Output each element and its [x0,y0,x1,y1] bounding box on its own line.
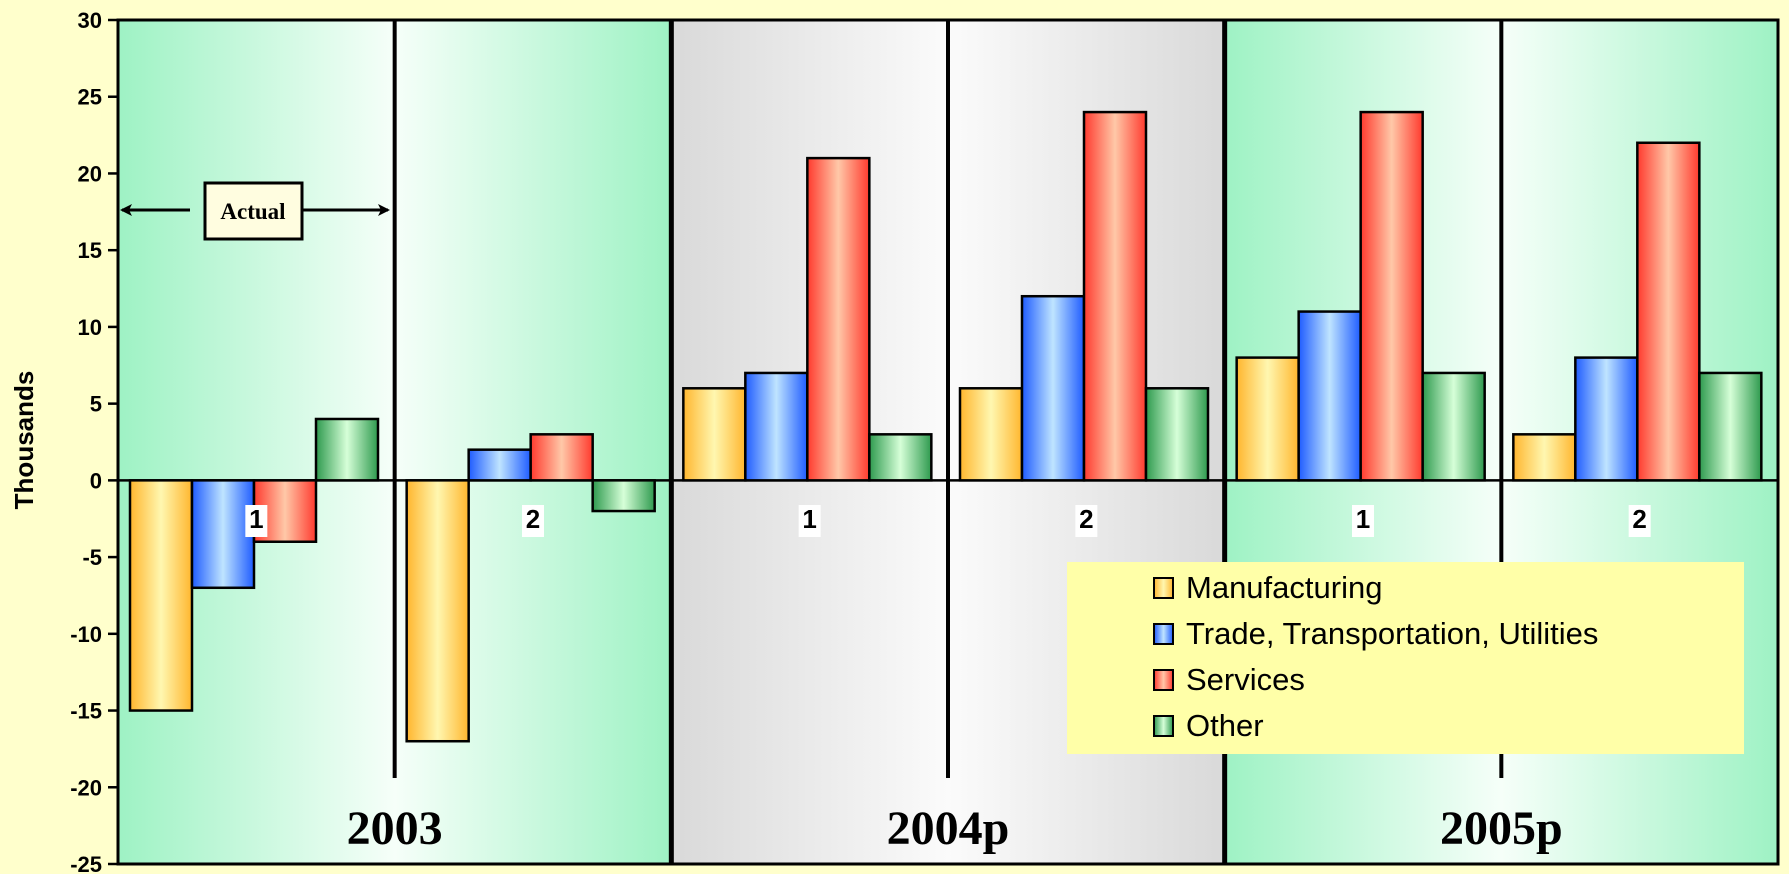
half-label-bg [1352,505,1374,537]
legend-swatch-manufacturing [1153,577,1174,599]
half-label: 1 [802,504,816,534]
legend-label-trade: Trade, Transportation, Utilities [1186,616,1598,651]
bar-other-4 [1421,371,1486,482]
bar-services-1 [529,433,594,482]
legend-item-trade: Trade, Transportation, Utilities [1153,616,1598,651]
y-tick-label: 25 [78,85,102,110]
legend-label-manufacturing: Manufacturing [1186,570,1382,605]
bar-manufacturing-3 [958,387,1024,482]
y-tick-label: -15 [70,699,102,724]
plot-frame [116,18,1780,866]
y-tick-label: -10 [70,622,102,647]
bar-trade-transportation-utilities-2 [744,371,809,482]
legend: Manufacturing Trade, Transportation, Uti… [1067,562,1744,754]
y-axis-title: Thousands [9,371,39,510]
y-tick-label: -25 [70,852,102,874]
bar-manufacturing-2 [682,387,747,482]
y-tick-label: 30 [78,8,102,33]
bar-manufacturing-4 [1235,356,1300,482]
bar-services-4 [1359,110,1424,482]
y-tick-label: 5 [90,392,102,417]
bar-manufacturing-0 [128,479,194,712]
legend-label-other: Other [1186,708,1264,743]
actual-annotation: Actual [120,181,390,241]
year-label-2005p: 2005p [1440,802,1563,855]
bar-services-3 [1082,110,1148,482]
bar-services-5 [1636,141,1701,482]
legend-item-manufacturing: Manufacturing [1153,570,1382,605]
half-label-bg [1628,505,1651,537]
bar-trade-transportation-utilities-0 [190,479,256,590]
half-label-bg [245,505,268,537]
actual-annotation-text: Actual [220,199,285,224]
year-label-2003: 2003 [347,802,443,855]
half-label: 2 [526,504,540,534]
bar-manufacturing-5 [1512,433,1577,482]
bar-other-5 [1698,371,1763,482]
half-label-bg [798,505,821,537]
bar-services-2 [806,156,871,482]
bar-other-0 [314,417,380,482]
legend-label-services: Services [1186,662,1305,697]
half-label: 2 [1632,504,1646,534]
bar-other-3 [1144,387,1210,482]
bar-trade-transportation-utilities-5 [1574,356,1639,482]
half-label-bg [1075,505,1098,537]
half-label: 1 [249,504,263,534]
legend-item-other: Other [1153,708,1264,743]
y-tick-label: 15 [78,238,102,263]
bar-other-1 [591,479,656,513]
legend-swatch-trade [1153,623,1174,645]
bar-trade-transportation-utilities-1 [467,448,532,482]
y-tick-label: -20 [70,775,102,800]
bar-trade-transportation-utilities-4 [1297,310,1362,482]
legend-swatch-services [1153,669,1174,691]
bar-manufacturing-1 [405,479,470,743]
half-label: 2 [1079,504,1093,534]
bar-other-2 [868,433,933,482]
legend-box [1067,562,1744,754]
half-label-bg [522,505,544,537]
y-tick-label: 10 [78,315,102,340]
year-label-2004p: 2004p [887,802,1010,855]
legend-swatch-other [1153,715,1174,737]
y-tick-label: -5 [82,545,102,570]
y-tick-label: 20 [78,161,102,186]
half-label: 1 [1356,504,1370,534]
legend-item-services: Services [1153,662,1305,697]
y-tick-label: 0 [90,468,102,493]
bar-trade-transportation-utilities-3 [1020,294,1086,482]
